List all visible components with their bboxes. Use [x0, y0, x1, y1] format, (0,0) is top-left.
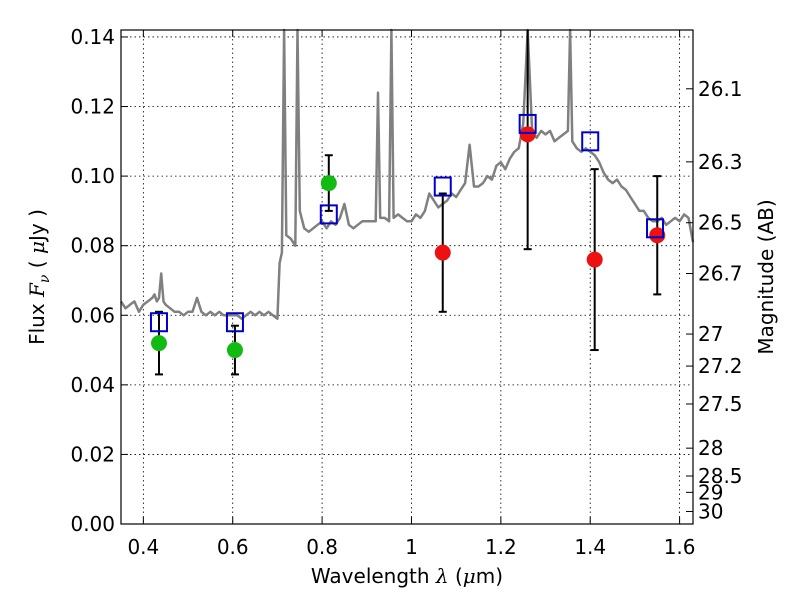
x-tick-label: 0.4	[127, 535, 159, 559]
model-flux-box	[646, 218, 665, 239]
x-tick-label: 1.4	[574, 535, 606, 559]
axis-ticks: 0.4 0.6 0.8 1 1.2 1.4 1.6 0.00 0.02 0.04 0.06 0.08 0…	[70, 25, 742, 559]
data-point	[320, 175, 337, 192]
data-point	[226, 342, 243, 359]
mag-tick-label: 26.5	[698, 211, 743, 235]
data-point	[649, 227, 666, 244]
mag-tick-label: 27.5	[698, 392, 743, 416]
y-axis-label: Flux Fν ( μJy )	[25, 209, 53, 345]
x-tick-label: 1.2	[485, 535, 517, 559]
y-tick-label: 0.08	[70, 234, 115, 258]
x-tick-label: 1.6	[664, 535, 696, 559]
model-flux-box	[518, 113, 537, 134]
x-tick-label: 1	[405, 535, 418, 559]
mag-tick-label: 29	[698, 480, 723, 504]
mag-tick-label: 26.1	[698, 77, 743, 101]
mag-tick-label: 30	[698, 499, 723, 523]
mag-tick-label: 28.5	[698, 464, 743, 488]
mag-tick-label: 27	[698, 322, 723, 346]
x-tick-label: 0.6	[217, 535, 249, 559]
model-flux-box	[149, 312, 168, 333]
y-tick-label: 0.00	[70, 512, 115, 536]
data-point	[434, 244, 451, 261]
y-tick-label: 0.06	[70, 303, 115, 327]
grid-lines	[121, 30, 693, 525]
series-layer	[119, 28, 695, 376]
x-axis-label: Wavelength λ (μm)	[311, 564, 503, 588]
x-tick-label: 0.8	[306, 535, 338, 559]
model-flux-box	[225, 312, 244, 333]
y-tick-label: 0.02	[70, 442, 115, 466]
y-tick-label: 0.14	[70, 25, 115, 49]
data-point	[586, 251, 603, 268]
data-point	[519, 126, 536, 143]
plot-frame	[120, 29, 694, 525]
mag-tick-label: 26.3	[698, 150, 743, 174]
y-tick-label: 0.04	[70, 373, 115, 397]
mag-tick-label: 27.2	[698, 354, 743, 378]
mag-tick-label: 28	[698, 436, 723, 460]
y-tick-label: 0.10	[70, 164, 115, 188]
data-point	[150, 335, 167, 352]
spectrum-line	[119, 28, 695, 320]
y2-axis-label: Magnitude (AB)	[754, 199, 778, 354]
model-flux-box	[319, 204, 338, 225]
model-flux-box	[433, 176, 452, 197]
mag-tick-label: 26.7	[698, 262, 743, 286]
y-tick-label: 0.12	[70, 95, 115, 119]
model-flux-box	[581, 131, 600, 152]
